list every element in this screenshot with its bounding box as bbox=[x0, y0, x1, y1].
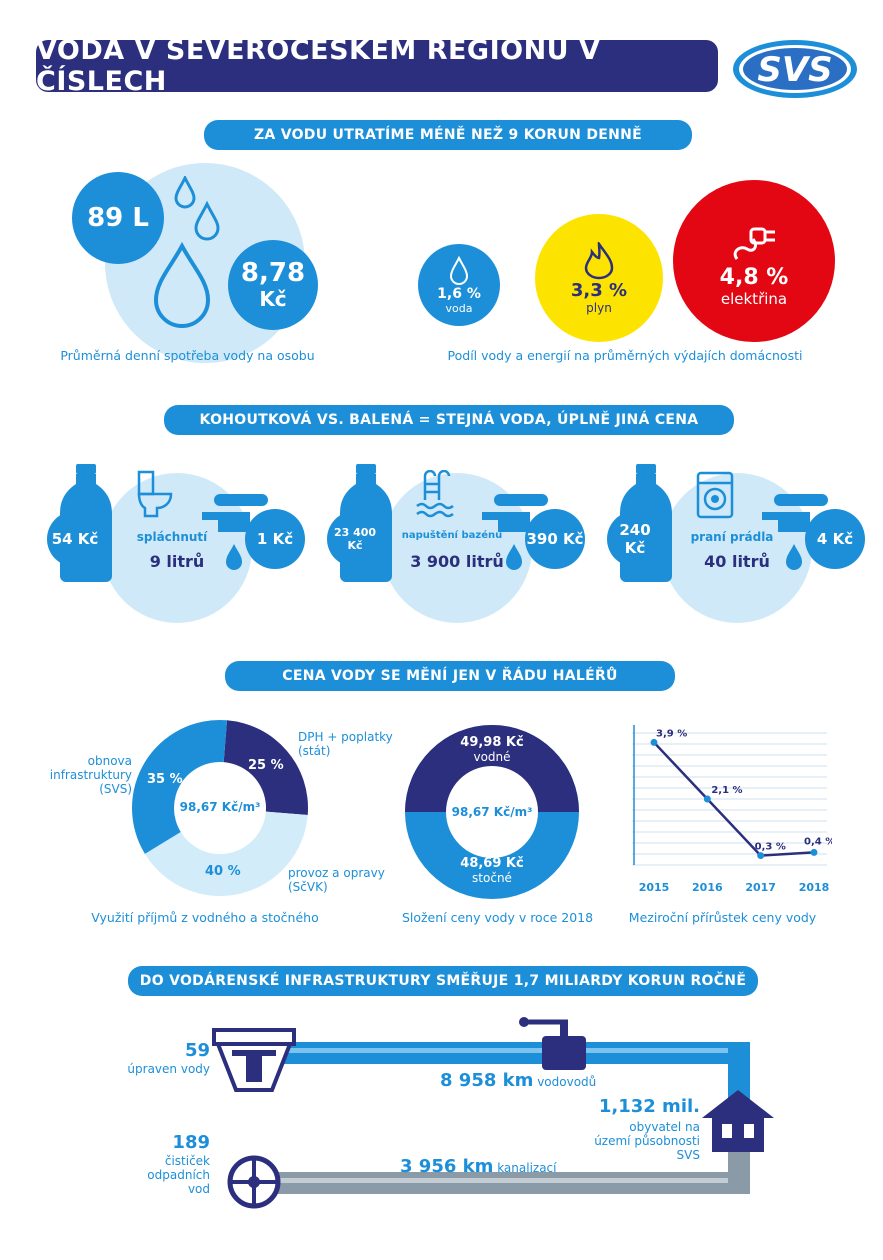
x-tick-label: 2016 bbox=[692, 881, 723, 894]
sewer-km-label: kanalizací bbox=[497, 1161, 557, 1175]
donut2-bottom-label: stočné bbox=[472, 871, 512, 885]
plants-label: úpraven vody bbox=[127, 1062, 210, 1076]
section2-banner: KOHOUTKOVÁ VS. BALENÁ = STEJNÁ VODA, ÚPL… bbox=[164, 405, 734, 435]
donut2-hole: 98,67 Kč/m³ bbox=[446, 766, 538, 858]
water-drops-icon bbox=[153, 176, 220, 328]
donut2-top-label: vodné bbox=[473, 750, 511, 764]
price-circle: 8,78 Kč bbox=[228, 240, 318, 330]
donut1-pct-operation: 40 % bbox=[205, 864, 241, 879]
liters-circle: 89 L bbox=[72, 172, 164, 264]
washing-machine-icon bbox=[695, 470, 735, 524]
tap-icon bbox=[482, 494, 548, 570]
plants-count: 59 bbox=[184, 1040, 210, 1061]
valve-icon bbox=[519, 1017, 586, 1070]
donut1-pct-infrastructure: 35 % bbox=[147, 772, 183, 787]
donut1-slice bbox=[223, 720, 308, 816]
donut1-label-state: DPH + poplatky (stát) bbox=[298, 730, 393, 758]
gas-share-value: 3,3 % bbox=[570, 279, 628, 301]
sewer-km-block: 3 956 km kanalizací bbox=[400, 1156, 557, 1177]
data-point bbox=[650, 738, 658, 746]
x-tick-label: 2017 bbox=[745, 881, 776, 894]
wwtp-count: 189 bbox=[172, 1132, 210, 1153]
usage-amount: 3 900 litrů bbox=[410, 552, 504, 571]
series-line bbox=[653, 741, 815, 857]
electricity-share-value: 4,8 % bbox=[719, 264, 789, 290]
usage-label: spláchnutí bbox=[136, 530, 208, 544]
donut1-label-infrastructure: obnova infrastruktury (SVS) bbox=[49, 754, 132, 796]
donut1-center: 98,67 Kč/m³ bbox=[179, 800, 261, 814]
drop-icon bbox=[449, 255, 469, 285]
donut1-slice bbox=[131, 720, 228, 854]
donut1-pct-state: 25 % bbox=[248, 758, 284, 773]
donut2-caption: Složení ceny vody v roce 2018 bbox=[401, 910, 594, 925]
tap-icon bbox=[762, 494, 828, 570]
toilet-icon bbox=[135, 470, 175, 524]
section4-banner: DO VODÁRENSKÉ INFRASTRUKTURY SMĚŘUJE 1,7… bbox=[128, 966, 758, 996]
house-icon bbox=[702, 1090, 774, 1152]
svs-logo: SVS bbox=[733, 40, 857, 98]
data-label: 0,4 % bbox=[804, 836, 832, 847]
tap-price: 4 Kč bbox=[805, 509, 865, 569]
water-km-block: 8 958 km vodovodů bbox=[440, 1070, 596, 1091]
donut1-slice bbox=[144, 811, 308, 896]
electricity-share-label: elektřina bbox=[720, 289, 788, 308]
data-label: 3,9 % bbox=[656, 728, 687, 739]
wastewater-plant-icon bbox=[227, 1155, 281, 1209]
water-share-value: 1,6 % bbox=[437, 285, 481, 302]
donut2-center: 98,67 Kč/m³ bbox=[451, 805, 533, 819]
donut1-caption: Využití příjmů z vodného a stočného bbox=[91, 910, 319, 925]
bottle-price: 240 Kč bbox=[607, 511, 663, 567]
donut2-top-value: 49,98 Kč bbox=[460, 735, 524, 750]
tap-price: 390 Kč bbox=[525, 509, 585, 569]
electricity-share-circle: 4,8 % elektřina bbox=[673, 180, 835, 342]
data-point bbox=[757, 852, 765, 860]
price-growth-chart: 3,9 % 2015 2,1 % 2016 0,3 % 2017 0,4 % 2018 bbox=[632, 725, 832, 894]
flame-icon bbox=[584, 241, 614, 279]
usage-label: praní prádla bbox=[690, 530, 774, 544]
donut1-label-operation: provoz a opravy (SčVK) bbox=[288, 866, 385, 894]
gas-share-circle: 3,3 % plyn bbox=[535, 214, 663, 342]
liters-value: 89 L bbox=[87, 203, 149, 233]
consumption-caption: Průměrná denní spotřeba vody na osobu bbox=[60, 348, 315, 363]
page-title: VODA V SEVEROČESKÉM REGIONU V ČÍSLECH bbox=[36, 35, 718, 97]
section1-banner: ZA VODU UTRATÍME MÉNĚ NEŽ 9 KORUN DENNĚ bbox=[204, 120, 692, 150]
usage-amount: 9 litrů bbox=[149, 552, 205, 571]
usage-amount: 40 litrů bbox=[704, 552, 770, 571]
sewer-km-value: 3 956 km bbox=[400, 1156, 494, 1177]
line-chart-caption: Meziroční přírůstek ceny vody bbox=[628, 910, 817, 925]
section3-banner: CENA VODY SE MĚNÍ JEN V ŘÁDU HALÉŘŮ bbox=[225, 661, 675, 691]
price-value: 8,78 bbox=[240, 258, 306, 288]
wwtp-label: čističek odpadních vod bbox=[147, 1154, 210, 1196]
revenue-donut bbox=[131, 720, 308, 896]
tap-icon bbox=[202, 494, 268, 570]
water-km-value: 8 958 km bbox=[440, 1070, 534, 1091]
usage-label: napuštění bazénu bbox=[401, 530, 503, 541]
infrastructure-pipeline bbox=[212, 1017, 774, 1209]
data-point bbox=[810, 848, 818, 856]
plug-icon bbox=[733, 227, 775, 260]
water-km-label: vodovodů bbox=[537, 1075, 597, 1089]
tap-price: 1 Kč bbox=[245, 509, 305, 569]
data-label: 0,3 % bbox=[755, 842, 786, 853]
donut2-bottom-text: 48,69 Kč stočné bbox=[450, 856, 534, 885]
x-tick-label: 2018 bbox=[799, 881, 830, 894]
bottle-price: 54 Kč bbox=[47, 511, 103, 567]
donut2-top-text: 49,98 Kč vodné bbox=[450, 735, 534, 764]
water-share-label: voda bbox=[445, 301, 473, 315]
share-caption: Podíl vody a energií na průměrných výdaj… bbox=[447, 348, 803, 363]
price-unit: Kč bbox=[259, 287, 287, 311]
water-share-circle: 1,6 % voda bbox=[418, 244, 500, 326]
water-treatment-plant-icon bbox=[212, 1028, 296, 1092]
x-tick-label: 2015 bbox=[639, 881, 670, 894]
gas-share-label: plyn bbox=[586, 300, 612, 315]
population-value: 1,132 mil. bbox=[598, 1096, 700, 1117]
bottle-price: 23 400 Kč bbox=[327, 511, 383, 567]
pool-icon bbox=[415, 469, 455, 524]
svg-text:SVS: SVS bbox=[757, 50, 832, 90]
donut2-bottom-value: 48,69 Kč bbox=[460, 856, 524, 871]
population-label: obyvatel na území působnosti SVS bbox=[594, 1120, 700, 1162]
data-point bbox=[703, 795, 711, 803]
data-label: 2,1 % bbox=[711, 785, 742, 796]
